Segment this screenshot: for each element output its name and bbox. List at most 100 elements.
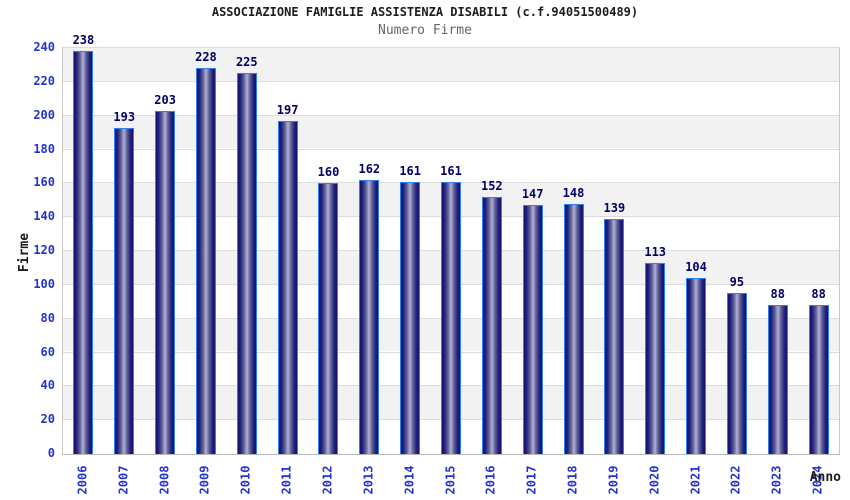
bar-value-label: 193 xyxy=(113,109,136,124)
x-tick-label: 2014 xyxy=(389,457,429,500)
gridline xyxy=(63,148,839,150)
bar-2018 xyxy=(563,203,584,454)
bar-2015 xyxy=(441,181,461,454)
bar-2016 xyxy=(481,196,502,454)
y-tick-label: 100 xyxy=(33,276,55,291)
x-tick-label: 2011 xyxy=(267,457,307,500)
y-axis-title-text: Firme xyxy=(17,232,33,272)
bar-2010 xyxy=(236,73,257,454)
bar-value-label: 228 xyxy=(195,50,217,65)
bar-value-label: 197 xyxy=(276,102,299,117)
x-tick-label: 2009 xyxy=(185,457,225,500)
bar-value-label: 203 xyxy=(154,92,176,107)
plot-band xyxy=(63,47,839,81)
y-tick-label: 40 xyxy=(40,378,55,393)
x-tick-label-text: 2006 xyxy=(75,465,90,495)
x-tick-label-text: 2012 xyxy=(320,465,335,495)
bar-2017 xyxy=(522,205,543,454)
x-tick-label: 2008 xyxy=(144,457,184,500)
bar-2020 xyxy=(645,262,666,454)
y-tick-label: 220 xyxy=(33,73,55,88)
y-tick-label: 140 xyxy=(33,209,55,224)
x-tick-label: 2023 xyxy=(757,457,797,500)
bar-2011 xyxy=(277,120,298,454)
x-tick-label-text: 2013 xyxy=(361,465,376,495)
x-axis-title: Anno xyxy=(809,470,841,485)
y-axis-title: Firme xyxy=(3,230,47,274)
x-tick-label: 2006 xyxy=(62,457,102,500)
x-tick-label-text: 2007 xyxy=(116,465,131,495)
x-tick-label: 2013 xyxy=(348,457,388,500)
x-tick-label-text: 2023 xyxy=(769,465,784,495)
bar-value-label: 160 xyxy=(317,165,340,180)
x-tick-label-text: 2019 xyxy=(606,465,621,495)
bar-value-label: 88 xyxy=(811,287,826,302)
x-tick-label: 2018 xyxy=(553,457,593,500)
x-tick-label: 2016 xyxy=(471,457,511,500)
y-tick-label: 20 xyxy=(40,412,55,427)
bar-value-label: 95 xyxy=(729,275,745,290)
bar-value-label: 148 xyxy=(562,185,585,200)
plot-band xyxy=(63,148,839,183)
x-tick-label: 2012 xyxy=(307,457,347,500)
bar-2019 xyxy=(604,218,625,454)
x-tick-label-text: 2009 xyxy=(197,465,212,495)
x-tick-label: 2007 xyxy=(103,457,143,500)
y-tick-label: 80 xyxy=(40,310,55,325)
y-tick-label: 0 xyxy=(47,446,55,460)
x-tick-label-text: 2014 xyxy=(402,465,417,495)
bar-2024 xyxy=(808,305,829,454)
bar-value-label: 113 xyxy=(644,244,667,259)
x-tick-label-text: 2011 xyxy=(279,465,294,495)
plot-band xyxy=(63,80,839,115)
bar-2022 xyxy=(726,293,747,454)
x-tick-label-text: 2018 xyxy=(565,465,580,495)
x-tick-label: 2021 xyxy=(675,457,715,500)
plot-band xyxy=(63,114,839,149)
bar-value-label: 161 xyxy=(440,163,462,178)
bar-2009 xyxy=(195,68,216,454)
chart-subtitle: Numero Firme xyxy=(378,23,472,38)
y-tick-label: 240 xyxy=(33,40,55,54)
x-tick-label-text: 2008 xyxy=(157,465,172,495)
y-tick-label: 60 xyxy=(40,344,55,359)
x-tick-label: 2019 xyxy=(593,457,633,500)
bar-value-label: 104 xyxy=(685,260,707,275)
x-tick-label-text: 2020 xyxy=(647,465,662,495)
bar-value-label: 139 xyxy=(603,200,626,215)
bar-value-label: 152 xyxy=(480,178,503,193)
x-tick-label: 2020 xyxy=(634,457,674,500)
bar-value-label: 88 xyxy=(770,287,785,302)
x-tick-label: 2022 xyxy=(716,457,756,500)
gridline xyxy=(63,80,839,82)
bar-value-label: 238 xyxy=(72,33,95,48)
bar-value-label: 147 xyxy=(521,187,544,202)
plot-area: 238 193 203 228 225 197 160 162 161 161 152 147 148 1… xyxy=(62,33,840,455)
x-tick-label-text: 2022 xyxy=(728,465,743,495)
bar-2021 xyxy=(686,278,707,454)
x-tick-label-text: 2015 xyxy=(443,465,457,495)
x-tick-label-text: 2010 xyxy=(238,465,253,495)
bar-value-label: 162 xyxy=(358,161,381,176)
bar-2013 xyxy=(359,179,380,454)
x-tick-label: 2017 xyxy=(512,457,552,500)
y-tick-label: 160 xyxy=(33,175,55,190)
x-tick-label: 2015 xyxy=(430,457,470,500)
gridline xyxy=(63,114,839,116)
bar-2014 xyxy=(400,181,421,454)
x-tick-label-text: 2017 xyxy=(524,465,539,495)
bar-value-label: 225 xyxy=(235,55,258,70)
x-tick-label: 2010 xyxy=(226,457,266,500)
bar-2012 xyxy=(318,183,339,454)
gridline xyxy=(63,47,839,48)
bar-2008 xyxy=(155,110,176,454)
bar-2006 xyxy=(73,51,94,454)
y-tick-label: 200 xyxy=(33,107,55,122)
bar-value-label: 161 xyxy=(399,163,421,178)
x-tick-label-text: 2016 xyxy=(483,465,498,495)
y-tick-label: 180 xyxy=(33,141,55,156)
y-tick-label: 120 xyxy=(33,243,55,257)
chart-title: ASSOCIAZIONE FAMIGLIE ASSISTENZA DISABIL… xyxy=(211,5,639,19)
bar-2023 xyxy=(767,305,788,454)
